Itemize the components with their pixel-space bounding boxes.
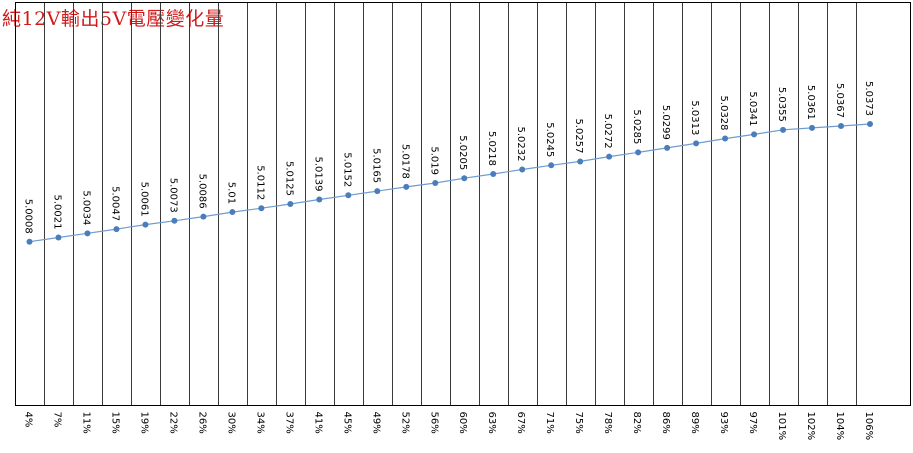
x-tick-label: 30%	[225, 412, 236, 434]
x-tick-label: 7%	[51, 412, 62, 428]
data-point	[229, 209, 236, 216]
data-label: 5.0299	[660, 105, 671, 140]
data-point	[577, 158, 584, 165]
data-point	[55, 234, 62, 241]
x-tick-label: 78%	[602, 412, 613, 434]
data-point	[809, 124, 816, 131]
data-point	[287, 201, 294, 207]
data-point	[113, 226, 120, 233]
x-tick-label: 45%	[341, 412, 352, 434]
x-tick-label: 89%	[689, 412, 700, 434]
data-label: 5.0205	[457, 135, 468, 170]
x-tick-label: 56%	[428, 412, 439, 434]
data-label: 5.0021	[51, 195, 62, 230]
data-label: 5.0178	[399, 144, 410, 179]
series-line	[29, 123, 871, 243]
data-label: 5.0245	[544, 122, 555, 157]
data-label: 5.0341	[747, 91, 758, 126]
x-tick-label: 104%	[834, 412, 845, 441]
data-point	[635, 149, 642, 156]
data-point	[200, 213, 207, 220]
data-point	[374, 188, 381, 195]
data-point	[84, 230, 91, 237]
x-tick-label: 97%	[747, 412, 758, 434]
data-point	[171, 217, 178, 224]
x-tick-label: 11%	[80, 412, 91, 434]
data-label: 5.0313	[689, 100, 700, 135]
data-label: 5.0272	[602, 114, 613, 149]
data-point	[26, 238, 33, 245]
data-point	[142, 221, 149, 228]
x-tick-label: 34%	[254, 412, 265, 434]
data-label: 5.0008	[23, 199, 34, 234]
data-label: 5.0139	[312, 156, 323, 191]
data-point	[722, 135, 729, 142]
data-point	[867, 121, 873, 128]
x-tick-label: 52%	[399, 412, 410, 434]
data-label: 5.0257	[573, 118, 584, 153]
x-tick-label: 106%	[863, 412, 874, 441]
data-point	[345, 192, 352, 199]
x-tick-label: 82%	[631, 412, 642, 434]
data-point	[780, 126, 787, 133]
x-tick-label: 86%	[660, 412, 671, 434]
data-label: 5.0086	[196, 174, 207, 209]
x-tick-label: 93%	[718, 412, 729, 434]
x-tick-label: 102%	[805, 412, 816, 441]
x-tick-label: 37%	[283, 412, 294, 434]
data-label: 5.0073	[167, 178, 178, 213]
x-tick-label: 67%	[515, 412, 526, 434]
data-labels: 5.0008 5.0021 5.0034 5.0047 5.0061 5.0073 5.00…	[23, 81, 875, 234]
data-label: 5.0367	[834, 83, 845, 118]
x-tick-label: 22%	[167, 412, 178, 434]
data-label: 5.0328	[718, 96, 729, 131]
data-point	[490, 171, 497, 178]
x-axis-tick-labels: 4% 7% 11% 15% 19% 22% 26% 30% 34% 37% 41% 45% 49% 52%…	[23, 412, 875, 441]
data-point	[838, 122, 845, 129]
data-label: 5.0373	[863, 81, 874, 116]
x-tick-label: 75%	[573, 412, 584, 434]
x-tick-label: 49%	[370, 412, 381, 434]
series-layer	[29, 123, 871, 243]
data-point	[316, 196, 323, 203]
data-label: 5.0355	[776, 87, 787, 122]
data-label: 5.0125	[283, 161, 294, 196]
data-point	[693, 140, 700, 147]
data-label: 5.0165	[370, 148, 381, 183]
data-point	[606, 153, 613, 160]
x-tick-label: 63%	[486, 412, 497, 434]
data-point	[403, 183, 410, 190]
data-point	[751, 131, 758, 138]
data-label: 5.0361	[805, 85, 816, 120]
chart-title: 純12V輸出5V電壓變化量	[2, 8, 225, 30]
x-tick-label: 26%	[196, 412, 207, 434]
data-label: 5.019	[428, 146, 439, 175]
data-label: 5.0047	[109, 186, 120, 221]
x-tick-label: 19%	[138, 412, 149, 434]
data-label: 5.0152	[341, 152, 352, 187]
data-point	[519, 166, 526, 173]
data-label: 5.0232	[515, 127, 526, 162]
x-tick-label: 71%	[544, 412, 555, 434]
data-point	[432, 180, 439, 187]
x-tick-label: 41%	[312, 412, 323, 434]
data-label: 5.0285	[631, 109, 642, 144]
x-tick-label: 4%	[23, 412, 34, 428]
data-label: 5.0218	[486, 131, 497, 166]
data-point	[461, 175, 468, 182]
data-point	[258, 205, 265, 212]
data-label: 5.0061	[138, 182, 149, 217]
x-tick-label: 101%	[776, 412, 787, 441]
data-label: 5.0112	[254, 165, 265, 200]
x-tick-label: 15%	[109, 412, 120, 434]
data-points	[26, 121, 873, 245]
data-point	[664, 144, 671, 151]
data-label: 5.0034	[80, 190, 91, 225]
x-tick-label: 60%	[457, 412, 468, 434]
data-label: 5.01	[225, 182, 236, 204]
gridlines	[44, 2, 857, 406]
data-point	[548, 162, 555, 169]
plot-area-border	[15, 2, 911, 406]
